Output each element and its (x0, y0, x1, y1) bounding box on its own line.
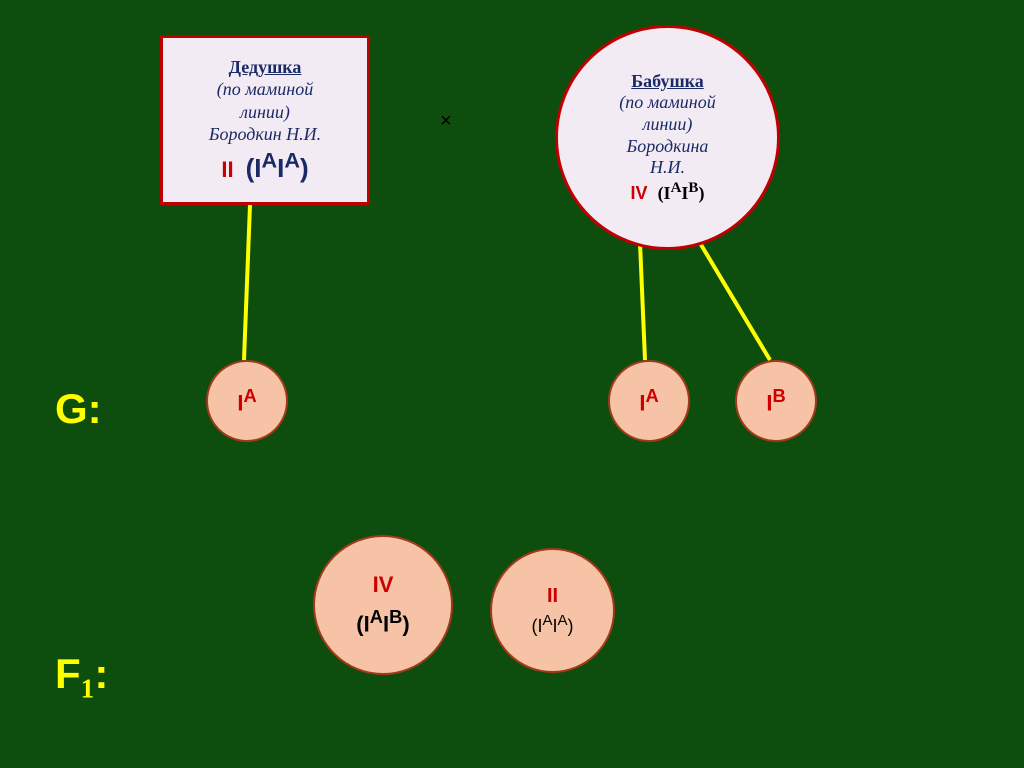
gamete-right-b: IB (735, 360, 817, 442)
gamete-left-label: IA (237, 385, 256, 416)
gm-allele: (IAIB) (658, 183, 705, 203)
grandmother-sub1: (по маминой (619, 92, 715, 114)
gm-roman: IV (631, 183, 648, 203)
diagram-stage: Дедушка (по маминой линии) Бородкин Н.И.… (0, 0, 1024, 768)
line-gm-gameteB (700, 243, 770, 360)
gamete-left: IA (206, 360, 288, 442)
grandmother-sub2: линии) (643, 114, 693, 136)
grandfather-title: Дедушка (229, 56, 302, 79)
grandfather-genotype: II (IAIA) (221, 146, 308, 184)
off-right-allele: (IAIA) (531, 612, 573, 637)
gamete-rightA-label: IA (639, 385, 658, 416)
row-label-g: G: (55, 385, 102, 433)
grandmother-name1: Бородкина (627, 136, 709, 158)
gf-allele: (IAIA) (246, 153, 309, 183)
off-right-roman: II (547, 585, 558, 608)
grandfather-box: Дедушка (по маминой линии) Бородкин Н.И.… (160, 35, 370, 205)
grandmother-title: Бабушка (631, 71, 704, 93)
grandmother-genotype: IV (IAIB) (631, 179, 705, 205)
gamete-rightB-label: IB (766, 385, 785, 416)
grandmother-circle: Бабушка (по маминой линии) Бородкина Н.И… (555, 25, 780, 250)
off-left-roman: IV (373, 572, 394, 598)
grandfather-name: Бородкин Н.И. (209, 123, 321, 146)
offspring-right: II (IAIA) (490, 548, 615, 673)
offspring-left: IV (IAIB) (313, 535, 453, 675)
gf-roman: II (221, 157, 233, 182)
gamete-right-a: IA (608, 360, 690, 442)
grandfather-sub1: (по маминой (217, 78, 313, 101)
grandfather-sub2: линии) (240, 101, 290, 124)
line-gf-gamete (244, 205, 250, 360)
line-gm-gameteA (640, 243, 645, 360)
cross-symbol: × (440, 110, 452, 133)
grandmother-name2: Н.И. (650, 157, 685, 179)
off-left-allele: (IAIB) (356, 606, 409, 637)
row-label-f1: F1: (55, 650, 108, 704)
